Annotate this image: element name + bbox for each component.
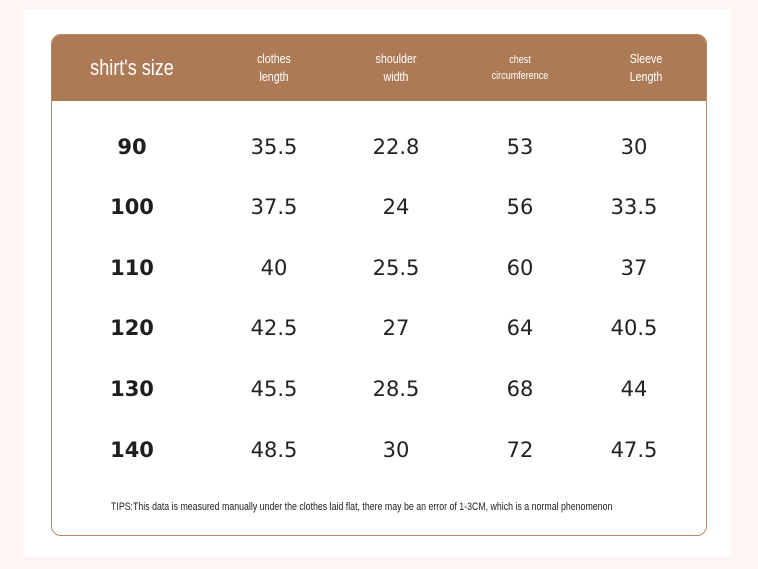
shoulder-width-cell: 25.5 <box>372 256 420 280</box>
chest-cell: 60 <box>506 256 534 280</box>
chest-cell: 72 <box>506 438 534 462</box>
size-cell: 90 <box>117 135 147 159</box>
sleeve-length-cell: 44 <box>620 377 648 401</box>
sleeve-length-cell: 30 <box>620 135 648 159</box>
chest-cell: 53 <box>506 135 534 159</box>
measurement-tips: TIPS:This data is measured manually unde… <box>111 501 613 513</box>
shoulder-width-cell: 30 <box>382 438 410 462</box>
header-clothes-length: clothes length <box>257 51 291 84</box>
clothes-length-cell: 45.5 <box>250 377 298 401</box>
header-chest-circumference: chest circumference <box>491 54 549 82</box>
shoulder-width-cell: 22.8 <box>372 135 420 159</box>
shoulder-width-cell: 28.5 <box>372 377 420 401</box>
shoulder-width-cell: 24 <box>382 195 410 219</box>
clothes-length-cell: 35.5 <box>250 135 298 159</box>
header-sleeve-length: Sleeve Length <box>629 51 663 84</box>
sleeve-length-cell: 37 <box>620 256 648 280</box>
size-cell: 120 <box>110 316 154 340</box>
header-size: shirt's size <box>90 55 174 80</box>
clothes-length-cell: 40 <box>260 256 288 280</box>
size-cell: 130 <box>110 377 154 401</box>
clothes-length-cell: 48.5 <box>250 438 298 462</box>
chest-cell: 68 <box>506 377 534 401</box>
table-row: 140 48.5 30 72 47.5 <box>52 420 706 480</box>
table-row: 100 37.5 24 56 33.5 <box>52 177 706 237</box>
size-cell: 140 <box>110 438 154 462</box>
clothes-length-cell: 42.5 <box>250 316 298 340</box>
sleeve-length-cell: 33.5 <box>610 195 658 219</box>
size-chart-table: shirt's size clothes length shoulder width… <box>51 34 707 536</box>
table-row: 110 40 25.5 60 37 <box>52 238 706 298</box>
table-row: 120 42.5 27 64 40.5 <box>52 298 706 358</box>
table-row: 90 35.5 22.8 53 30 <box>52 117 706 177</box>
clothes-length-cell: 37.5 <box>250 195 298 219</box>
shoulder-width-cell: 27 <box>382 316 410 340</box>
header-shoulder-width: shoulder width <box>375 51 417 84</box>
sleeve-length-cell: 40.5 <box>610 316 658 340</box>
size-cell: 100 <box>110 195 154 219</box>
table-row: 130 45.5 28.5 68 44 <box>52 359 706 419</box>
sleeve-length-cell: 47.5 <box>610 438 658 462</box>
chest-cell: 64 <box>506 316 534 340</box>
table-header: shirt's size clothes length shoulder width… <box>52 35 706 101</box>
chest-cell: 56 <box>506 195 534 219</box>
size-cell: 110 <box>110 256 154 280</box>
